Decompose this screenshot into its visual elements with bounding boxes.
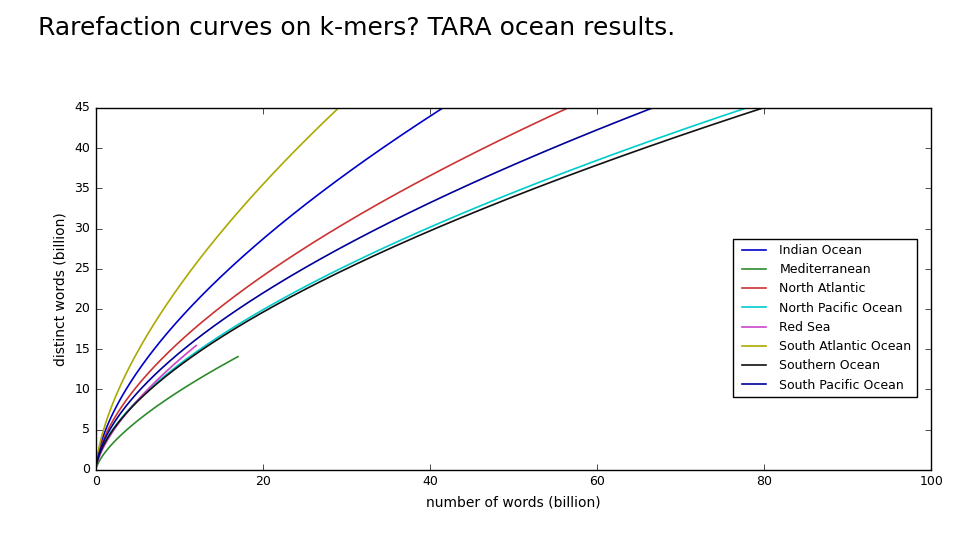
Red Sea: [152, 377, 163, 383]
X-axis label: number of words (billion): number of words (billion): [426, 495, 601, 509]
Southern Ocean: [692, 126, 704, 133]
Mediterranean: [232, 353, 244, 360]
South Atlantic Ocean: [388, 54, 399, 60]
Southern Ocean: [572, 169, 584, 176]
Mediterranean: [91, 463, 103, 470]
South Atlantic Ocean: [341, 97, 352, 104]
Line: South Pacific Ocean: South Pacific Ocean: [97, 82, 722, 462]
Line: Mediterranean: Mediterranean: [97, 356, 238, 467]
Southern Ocean: [596, 160, 608, 166]
Indian Ocean: [572, 24, 584, 30]
North Pacific Ocean: [883, 59, 895, 65]
North Pacific Ocean: [572, 164, 584, 171]
Mediterranean: [177, 386, 188, 392]
North Atlantic: [122, 395, 133, 402]
Indian Ocean: [91, 458, 103, 464]
Southern Ocean: [883, 65, 895, 71]
Mediterranean: [198, 373, 209, 379]
North Atlantic: [382, 195, 394, 202]
Red Sea: [97, 446, 108, 452]
Southern Ocean: [774, 99, 785, 106]
Line: Southern Ocean: Southern Ocean: [97, 68, 889, 463]
North Pacific Ocean: [91, 460, 103, 467]
South Pacific Ocean: [454, 185, 466, 192]
Southern Ocean: [91, 460, 103, 467]
Line: North Pacific Ocean: North Pacific Ocean: [97, 62, 889, 463]
South Atlantic Ocean: [329, 109, 341, 115]
Southern Ocean: [551, 177, 563, 183]
Line: Indian Ocean: Indian Ocean: [97, 0, 889, 461]
South Atlantic Ocean: [91, 457, 103, 463]
Line: Red Sea: Red Sea: [97, 346, 196, 464]
North Pacific Ocean: [596, 156, 608, 162]
South Pacific Ocean: [630, 111, 641, 118]
Indian Ocean: [551, 36, 563, 42]
Text: Rarefaction curves on k-mers? TARA ocean results.: Rarefaction curves on k-mers? TARA ocean…: [38, 16, 676, 40]
Mediterranean: [100, 449, 111, 455]
Mediterranean: [212, 364, 224, 371]
Indian Ocean: [596, 10, 608, 17]
Line: South Atlantic Ocean: South Atlantic Ocean: [97, 0, 489, 460]
North Atlantic: [470, 148, 482, 155]
North Pacific Ocean: [551, 172, 563, 179]
North Pacific Ocean: [692, 121, 704, 127]
South Pacific Ocean: [716, 78, 728, 85]
South Pacific Ocean: [91, 459, 103, 465]
Red Sea: [177, 354, 188, 360]
South Atlantic Ocean: [319, 118, 330, 125]
Y-axis label: distinct words (billion): distinct words (billion): [54, 212, 67, 366]
Mediterranean: [181, 383, 193, 389]
North Atlantic: [522, 124, 534, 130]
North Pacific Ocean: [774, 94, 785, 100]
South Pacific Ocean: [130, 392, 141, 399]
Red Sea: [166, 363, 178, 369]
Legend: Indian Ocean, Mediterranean, North Atlantic, North Pacific Ocean, Red Sea, South: Indian Ocean, Mediterranean, North Atlan…: [733, 239, 917, 397]
South Pacific Ocean: [565, 137, 577, 144]
North Pacific Ocean: [140, 389, 152, 396]
Mediterranean: [173, 388, 184, 395]
Indian Ocean: [140, 357, 152, 364]
North Atlantic: [91, 458, 103, 465]
Red Sea: [190, 342, 202, 349]
South Pacific Ocean: [470, 178, 482, 184]
Line: North Atlantic: North Atlantic: [97, 94, 597, 462]
Southern Ocean: [140, 390, 152, 397]
Red Sea: [91, 461, 103, 468]
South Atlantic Ocean: [115, 381, 127, 388]
North Atlantic: [410, 180, 421, 187]
South Pacific Ocean: [490, 170, 501, 176]
Red Sea: [149, 379, 160, 386]
South Atlantic Ocean: [428, 20, 440, 26]
Red Sea: [155, 374, 166, 380]
North Atlantic: [395, 188, 406, 195]
North Atlantic: [591, 91, 603, 98]
